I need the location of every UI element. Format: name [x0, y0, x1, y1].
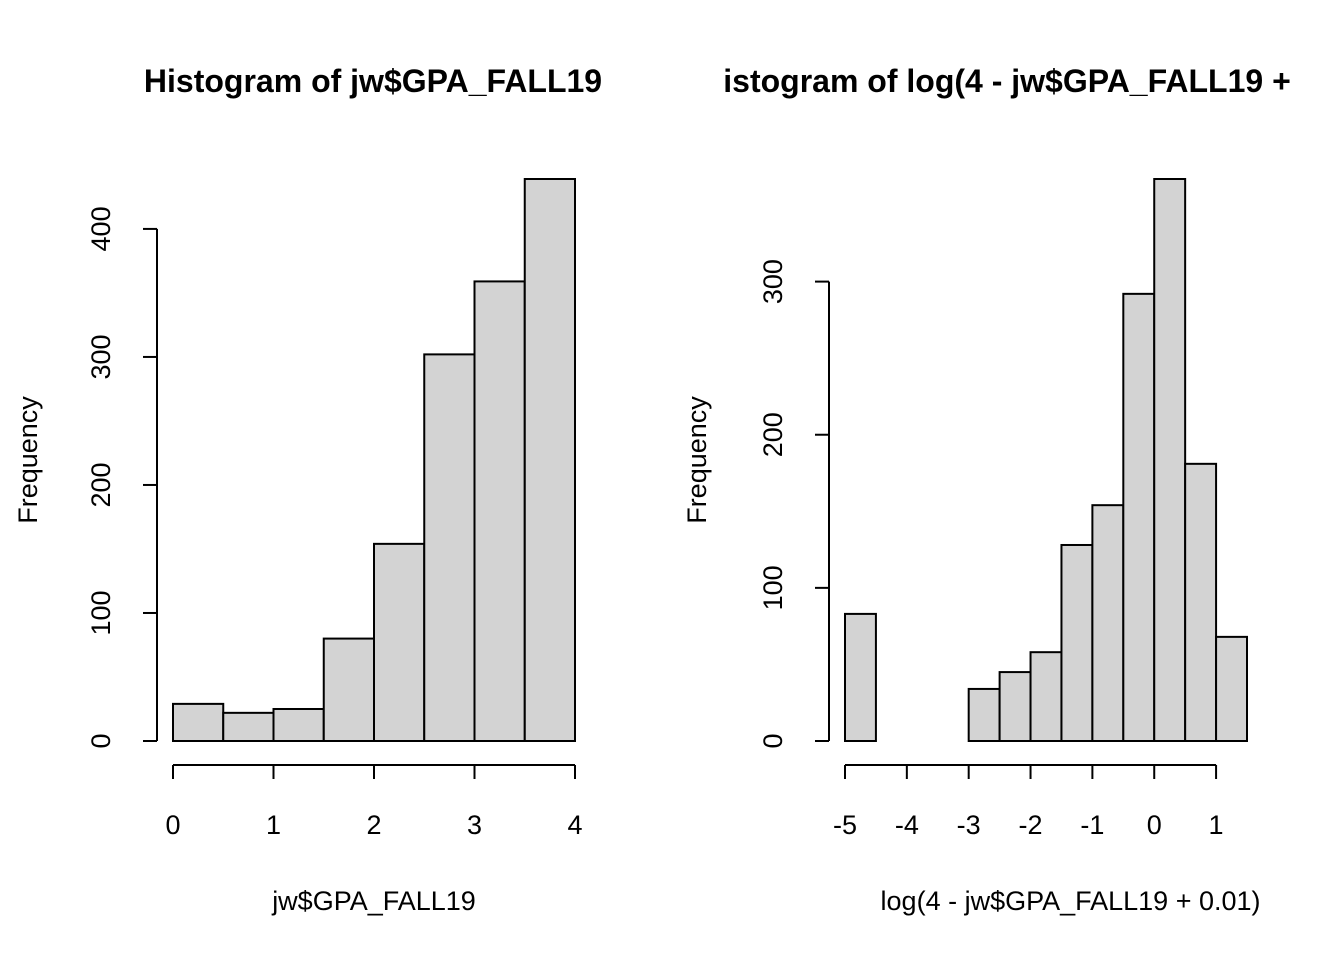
y-axis-label: Frequency — [682, 396, 712, 524]
x-tick-label: -3 — [957, 810, 981, 840]
histogram-bar — [322, 637, 375, 743]
y-tick-label: 400 — [86, 206, 116, 251]
y-tick-label: 0 — [758, 733, 788, 748]
histogram-bar — [473, 280, 526, 742]
y-axis-label: Frequency — [13, 396, 43, 524]
histogram-bar — [844, 612, 877, 742]
x-tick-label: -4 — [895, 810, 919, 840]
x-axis-label: jw$GPA_FALL19 — [271, 886, 476, 916]
histogram-bar — [523, 178, 576, 742]
histogram-bar — [423, 353, 476, 742]
x-tick-label: 1 — [266, 810, 281, 840]
x-tick-label: -1 — [1080, 810, 1104, 840]
x-tick-label: 2 — [366, 810, 381, 840]
x-tick-label: -5 — [833, 810, 857, 840]
y-tick-label: 0 — [86, 733, 116, 748]
histogram-bar — [373, 542, 426, 742]
histogram-bar — [172, 702, 225, 742]
histogram-bar — [1184, 462, 1218, 742]
histogram-bar — [1153, 178, 1187, 742]
x-tick-label: 4 — [567, 810, 582, 840]
chart-title: istogram of log(4 - jw$GPA_FALL19 + — [723, 63, 1291, 99]
x-tick-label: 0 — [1147, 810, 1162, 840]
histogram-panel-2: istogram of log(4 - jw$GPA_FALL19 + -5 -4 -… — [682, 63, 1291, 916]
y-tick-label: 200 — [86, 462, 116, 507]
histogram-bar — [967, 687, 1001, 743]
histogram-bar — [1122, 292, 1156, 742]
y-tick-label: 300 — [758, 259, 788, 304]
histogram-bar — [222, 711, 275, 743]
chart-title: Histogram of jw$GPA_FALL19 — [144, 63, 602, 99]
y-tick-label: 100 — [86, 590, 116, 635]
x-tick-label: 0 — [165, 810, 180, 840]
y-tick-label: 300 — [86, 334, 116, 379]
histogram-bar — [1091, 504, 1125, 742]
x-axis-label: log(4 - jw$GPA_FALL19 + 0.01) — [881, 886, 1261, 916]
y-tick-label: 200 — [758, 412, 788, 457]
histogram-bar — [1029, 651, 1063, 742]
histogram-panel-1: Histogram of jw$GPA_FALL19 0 1 2 3 4 0 100 200 30… — [13, 63, 602, 916]
histogram-bar — [1215, 635, 1248, 742]
histogram-bar — [1060, 543, 1094, 742]
histogram-bar — [998, 671, 1032, 742]
x-tick-label: -2 — [1019, 810, 1043, 840]
y-tick-label: 100 — [758, 565, 788, 610]
x-tick-label: 3 — [467, 810, 482, 840]
x-tick-label: 1 — [1209, 810, 1224, 840]
histogram-bar — [272, 707, 325, 742]
